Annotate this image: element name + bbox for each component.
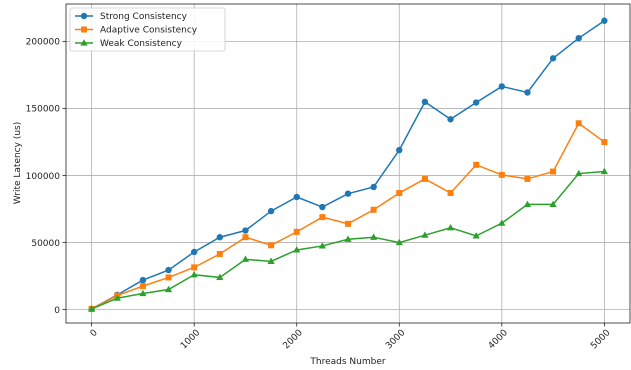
y-tick-label: 150000: [26, 105, 61, 115]
data-point-strong-consistency: [396, 146, 403, 154]
data-point-strong-consistency: [498, 83, 506, 90]
plot-frame: [65, 3, 631, 324]
series-weak-consistency: [88, 167, 608, 312]
data-point-strong-consistency: [139, 276, 147, 284]
data-point-strong-consistency: [370, 183, 377, 191]
data-point-weak-consistency: [139, 289, 147, 297]
data-point-adaptive-consistency: [370, 206, 377, 213]
data-point-adaptive-consistency: [575, 120, 582, 127]
legend-label: Strong Consistency: [100, 12, 188, 22]
legend-label: Adaptive Consistency: [100, 26, 198, 36]
data-point-adaptive-consistency: [396, 189, 403, 196]
x-tick-label: 0: [89, 328, 100, 339]
y-tick-label: 0: [54, 306, 60, 316]
y-tick-label: 50000: [31, 239, 60, 249]
data-point-adaptive-consistency: [421, 175, 428, 182]
data-point-weak-consistency: [421, 231, 429, 238]
data-point-weak-consistency: [344, 235, 352, 242]
data-point-weak-consistency: [241, 255, 250, 262]
data-point-strong-consistency: [190, 248, 198, 256]
data-point-weak-consistency: [498, 219, 506, 226]
data-point-strong-consistency: [549, 55, 557, 62]
legend-box: [69, 7, 226, 52]
data-point-weak-consistency: [318, 242, 326, 249]
data-point-strong-consistency: [293, 193, 300, 201]
data-point-adaptive-consistency: [216, 250, 223, 257]
legend-label: Weak Consistency: [100, 39, 183, 49]
x-axis-title: Threads Number: [309, 357, 385, 367]
data-point-strong-consistency: [472, 99, 480, 106]
data-point-strong-consistency: [601, 17, 608, 24]
data-point-weak-consistency: [216, 273, 224, 281]
legend-item-weak-consistency: Weak Consistency: [75, 39, 183, 49]
data-point-strong-consistency: [319, 203, 326, 211]
data-point-weak-consistency: [190, 270, 198, 278]
data-point-weak-consistency: [600, 167, 608, 175]
data-point-weak-consistency: [293, 246, 301, 253]
legend-item-strong-consistency: Strong Consistency: [75, 12, 188, 22]
data-point-weak-consistency: [113, 294, 121, 301]
data-point-strong-consistency: [242, 227, 249, 234]
data-point-weak-consistency: [523, 200, 532, 207]
y-tick-label: 100000: [26, 172, 61, 182]
data-point-weak-consistency: [164, 285, 173, 293]
data-point-strong-consistency: [524, 89, 531, 96]
data-point-adaptive-consistency: [550, 168, 557, 175]
y-tick-label: 200000: [26, 38, 61, 48]
data-point-adaptive-consistency: [242, 234, 249, 241]
y-axis: 0 50000 100000 150000 200000: [26, 38, 66, 316]
data-point-strong-consistency: [216, 234, 224, 241]
legend: Strong Consistency Adaptive Consistency We…: [69, 7, 226, 52]
data-point-adaptive-consistency: [319, 214, 326, 221]
data-point-adaptive-consistency: [165, 274, 172, 281]
y-axis-title: Write Latency (us): [13, 122, 23, 204]
data-point-strong-consistency: [421, 98, 429, 106]
data-point-weak-consistency: [370, 233, 378, 240]
data-point-adaptive-consistency: [139, 283, 146, 290]
data-point-strong-consistency: [447, 116, 454, 123]
data-point-weak-consistency: [446, 224, 455, 231]
data-point-strong-consistency: [344, 190, 352, 197]
data-point-weak-consistency: [395, 238, 403, 246]
data-point-adaptive-consistency: [447, 189, 454, 196]
series-layer: [88, 17, 608, 313]
data-point-weak-consistency: [575, 169, 583, 177]
data-point-adaptive-consistency: [601, 139, 608, 146]
data-point-weak-consistency: [472, 232, 480, 239]
data-point-weak-consistency: [88, 305, 96, 312]
data-point-adaptive-consistency: [498, 171, 505, 178]
data-point-adaptive-consistency: [524, 175, 531, 182]
data-point-adaptive-consistency: [191, 264, 198, 271]
data-point-adaptive-consistency: [268, 242, 275, 249]
legend-item-adaptive-consistency: Adaptive Consistency: [75, 26, 198, 36]
legend-marker: [81, 26, 87, 33]
data-point-adaptive-consistency: [473, 161, 480, 168]
data-point-strong-consistency: [575, 34, 582, 42]
data-point-adaptive-consistency: [345, 220, 351, 227]
data-point-adaptive-consistency: [293, 228, 300, 235]
legend-marker: [80, 12, 88, 20]
data-point-strong-consistency: [165, 266, 172, 274]
data-point-weak-consistency: [549, 200, 557, 207]
legend-marker: [80, 39, 88, 46]
data-point-strong-consistency: [267, 207, 275, 215]
data-point-weak-consistency: [267, 257, 275, 264]
